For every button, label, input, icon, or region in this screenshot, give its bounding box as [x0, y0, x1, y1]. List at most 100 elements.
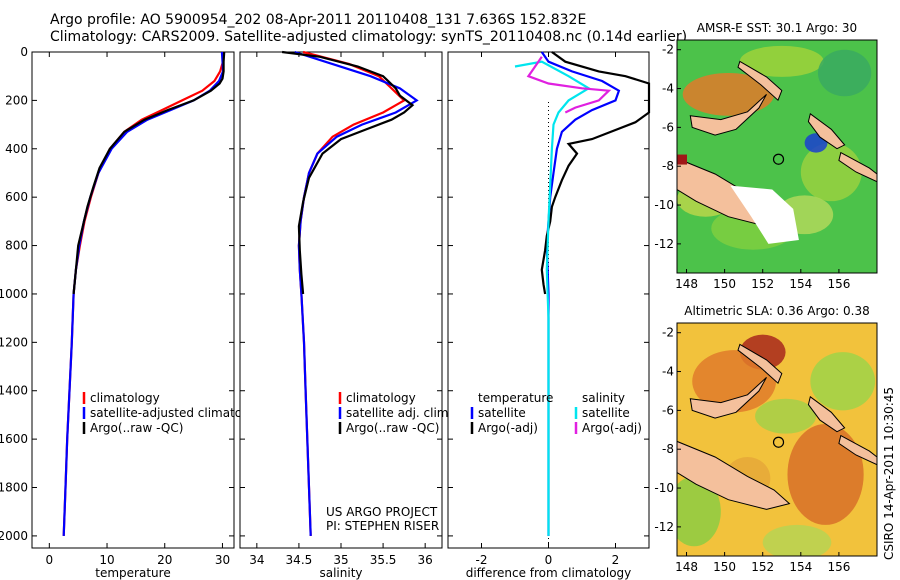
difference-series-line — [540, 51, 651, 295]
sst_map-field-patch — [682, 73, 775, 116]
climatology-subtitle: Climatology: CARS2009. Satellite-adjuste… — [50, 29, 688, 45]
sla_map-landmass — [737, 343, 783, 385]
sst_map-landmass — [737, 60, 783, 102]
sla_map-landmass — [807, 395, 846, 433]
temperature-xtick-label: 20 — [157, 553, 172, 567]
sla_map-xtick-label: 152 — [751, 560, 774, 574]
sla_map-field-patch — [755, 398, 817, 434]
sst_map-landmass — [689, 94, 767, 136]
salinity-series-line — [281, 50, 415, 295]
sla_map-argo-location-marker — [772, 436, 785, 448]
sst_map-ytick-label: -4 — [662, 82, 674, 96]
difference-legend-entry: satellite — [582, 406, 630, 420]
difference-series-line — [514, 60, 591, 536]
temperature-xtick-label: 30 — [215, 553, 230, 567]
sst_map-landmass — [838, 151, 877, 183]
depth-tick-label: 600 — [5, 190, 28, 204]
sst-missing-data — [730, 185, 799, 244]
depth-tick-label: 1400 — [0, 384, 28, 398]
sst_map-xtick-label: 150 — [713, 277, 736, 291]
profile-title: Argo profile: AO 5900954_202 08-Apr-2011… — [50, 12, 587, 28]
salinity-xtick-label: 34.5 — [286, 553, 313, 567]
salinity-legend-entry: climatology — [346, 391, 416, 405]
temperature-axis-label: temperature — [95, 566, 170, 580]
sst_map-ytick-label: -12 — [654, 237, 674, 251]
sst_map-ytick-label: -6 — [662, 120, 674, 134]
difference-legend-heading: salinity — [582, 391, 625, 405]
sst_map-field-patch — [800, 142, 862, 202]
depth-tick-label: 2000 — [0, 529, 28, 543]
sla_map-ytick-label: -10 — [654, 481, 674, 495]
difference-xtick-label: 2 — [612, 553, 620, 567]
difference-xtick-label: 0 — [545, 553, 553, 567]
sla_map-frame — [676, 322, 878, 557]
sla_map-field-patch — [677, 476, 721, 547]
sla_map-ytick-label: -2 — [662, 326, 674, 340]
project-annotation: US ARGO PROJECT — [326, 505, 438, 519]
temperature-legend-entry: climatology — [90, 391, 160, 405]
depth-tick-label: 0 — [20, 45, 28, 59]
sst_map-title: AMSR-E SST: 30.1 Argo: 30 — [697, 21, 857, 35]
sst_map-panel: 148 150 152 154 156 -2 -4 -6 -8 -10 -12 AMSR-E SST:… — [654, 21, 878, 291]
salinity-xtick-label: 34 — [249, 553, 264, 567]
sst_map-xtick-label: 152 — [751, 277, 774, 291]
sla_map-ytick-label: -6 — [662, 403, 674, 417]
sla_map-title: Altimetric SLA: 0.36 Argo: 0.38 — [684, 304, 869, 318]
depth-tick-label: 800 — [5, 239, 28, 253]
salinity-frame — [239, 51, 443, 549]
sla_map-field-patch — [787, 423, 864, 525]
sst_map-ytick-label: -2 — [662, 43, 674, 57]
sla_map-field-patch — [762, 524, 832, 556]
difference-xtick-label: -2 — [476, 553, 488, 567]
sst_map-ytick-label: -10 — [654, 198, 674, 212]
salinity-xtick-label: 36 — [418, 553, 433, 567]
sst_map-xtick-label: 148 — [675, 277, 698, 291]
temperature-legend-entry: Argo(..raw -QC) — [90, 421, 183, 435]
sst_map-field-patch — [817, 49, 872, 97]
salinity-xtick-label: 35.5 — [370, 553, 397, 567]
sst_map-argo-location-marker — [772, 153, 785, 165]
sla_map-landmass — [689, 377, 767, 419]
sla_map-field-patch — [810, 352, 876, 411]
sla_map-landmass — [677, 440, 791, 510]
sst-hot-pixel — [677, 154, 687, 165]
sla_map-ytick-label: -12 — [654, 520, 674, 534]
sla_map-ytick-label: -8 — [662, 442, 674, 456]
temperature-series-line — [72, 51, 226, 295]
salinity-xtick-label: 35 — [333, 553, 348, 567]
depth-tick-label: 1600 — [0, 432, 28, 446]
sla_map-xtick-label: 154 — [789, 560, 812, 574]
difference-legend-entry: satellite — [478, 406, 526, 420]
sla_map-field-patch — [692, 350, 777, 413]
sla_map-panel: 148 150 152 154 156 -2 -4 -6 -8 -10 -12 Altimetric … — [654, 304, 878, 574]
sst_map-ytick-label: -8 — [662, 159, 674, 173]
temperature-legend-entry: satellite-adjusted climatology — [90, 406, 268, 420]
sst_map-frame — [676, 39, 878, 274]
temperature-xtick-label: 10 — [99, 553, 114, 567]
salinity-legend-entry: Argo(..raw -QC) — [346, 421, 439, 435]
sla_map-ytick-label: -4 — [662, 365, 674, 379]
difference-series-line — [526, 56, 612, 114]
sla_map-landmass — [838, 434, 877, 466]
depth-tick-label: 1000 — [0, 287, 28, 301]
sla_map-xtick-label: 156 — [827, 560, 850, 574]
csiro-timestamp: CSIRO 14-Apr-2011 10:30:45 — [882, 386, 896, 560]
difference-legend-entry: Argo(-adj) — [478, 421, 538, 435]
difference-legend-entry: Argo(-adj) — [582, 421, 642, 435]
difference-axis-label: difference from climatology — [466, 566, 632, 580]
depth-tick-label: 1200 — [0, 335, 28, 349]
depth-tick-label: 200 — [5, 93, 28, 107]
salinity-axis-label: salinity — [319, 566, 362, 580]
sst_map-xtick-label: 154 — [789, 277, 812, 291]
sla_map-xtick-label: 150 — [713, 560, 736, 574]
sst_map-landmass — [807, 112, 846, 150]
depth-tick-label: 1800 — [0, 481, 28, 495]
sst_map-field-patch — [739, 45, 824, 77]
temperature-xtick-label: 0 — [45, 553, 53, 567]
salinity-legend-entry: satellite adj. clim. — [346, 406, 452, 420]
difference-legend-heading: temperature — [478, 391, 553, 405]
project-annotation: PI: STEPHEN RISER — [326, 519, 439, 533]
sst_map-xtick-label: 156 — [827, 277, 850, 291]
depth-tick-label: 400 — [5, 142, 28, 156]
